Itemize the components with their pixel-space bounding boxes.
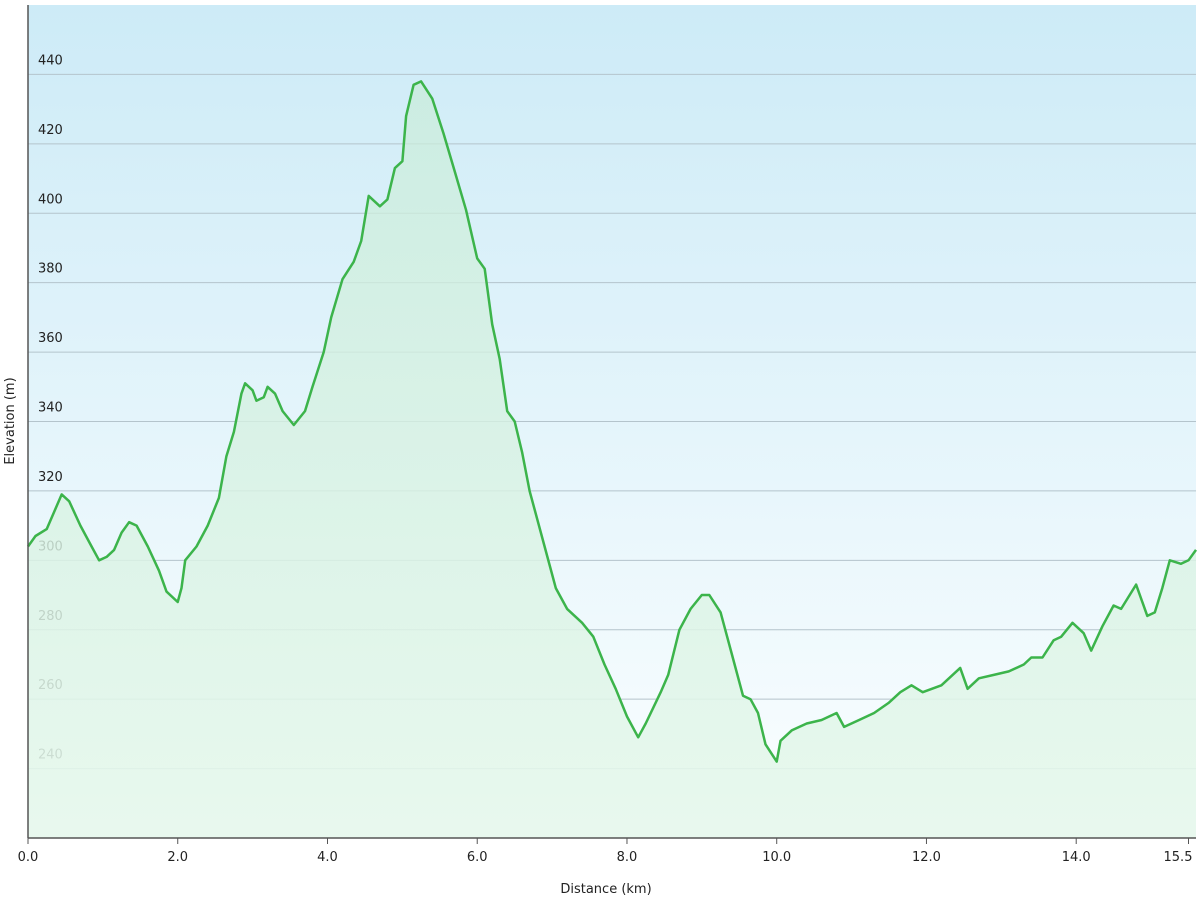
area-fill bbox=[28, 81, 1196, 838]
x-tick-label: 4.0 bbox=[317, 850, 338, 865]
y-tick-label: 320 bbox=[38, 470, 63, 485]
x-axis-label: Distance (km) bbox=[560, 882, 651, 897]
y-axis-label: Elevation (m) bbox=[3, 377, 18, 464]
x-tick-label: 2.0 bbox=[167, 850, 188, 865]
y-tick-label: 340 bbox=[38, 401, 63, 416]
y-tick-label: 380 bbox=[38, 262, 63, 277]
y-tick-label: 400 bbox=[38, 192, 63, 207]
elevation-line bbox=[26, 80, 1198, 763]
x-tick-label: 14.0 bbox=[1062, 850, 1091, 865]
x-tick-label: 12.0 bbox=[912, 850, 941, 865]
x-tick-label: 0.0 bbox=[18, 850, 39, 865]
y-tick-label: 420 bbox=[38, 123, 63, 138]
y-tick-label: 360 bbox=[38, 331, 63, 346]
y-tick-label: 440 bbox=[38, 53, 63, 68]
x-tick-label: 8.0 bbox=[617, 850, 638, 865]
x-tick-label: 15.5 bbox=[1164, 850, 1193, 865]
x-tick-label: 6.0 bbox=[467, 850, 488, 865]
x-tick-label: 10.0 bbox=[762, 850, 791, 865]
